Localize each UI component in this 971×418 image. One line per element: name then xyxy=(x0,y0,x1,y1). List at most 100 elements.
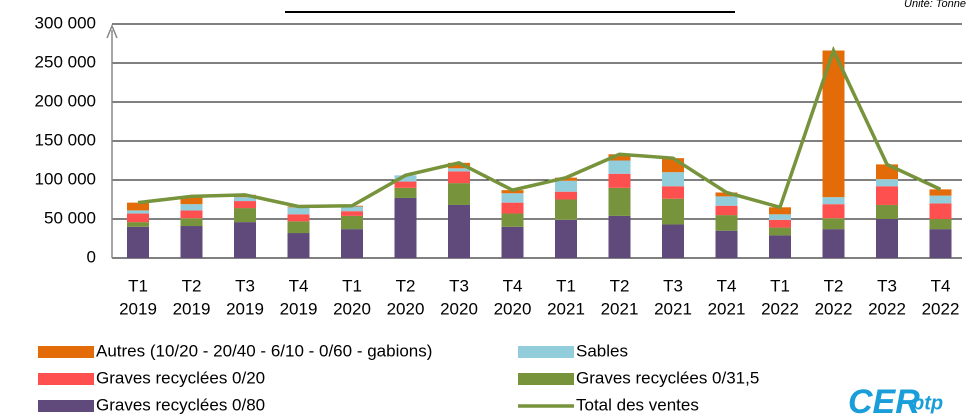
x-tick-label: 2019 xyxy=(119,299,157,318)
bar-segment xyxy=(822,50,845,198)
bar-segment xyxy=(341,211,363,216)
x-tick-label: 2021 xyxy=(601,299,639,318)
bar-segment xyxy=(662,158,684,173)
bar-segment xyxy=(287,214,310,222)
x-tick-label: T4 xyxy=(717,276,737,295)
bar-segment xyxy=(394,197,417,258)
y-tick-label: 200 000 xyxy=(35,91,96,110)
x-tick-label: 2021 xyxy=(708,299,746,318)
bar-segment xyxy=(180,226,203,258)
bar-segment xyxy=(662,186,684,199)
bar-segment xyxy=(180,204,203,211)
legend-label: Graves recyclées 0/80 xyxy=(96,395,265,414)
bar-segment xyxy=(608,160,631,174)
legend-label: Total des ventes xyxy=(576,395,699,414)
bar-segment xyxy=(662,224,684,258)
legend-label: Sables xyxy=(576,341,628,360)
bar-segment xyxy=(769,227,791,236)
y-tick-label: 300 000 xyxy=(35,13,96,32)
bar-segment xyxy=(394,175,417,182)
x-tick-label: 2022 xyxy=(922,299,960,318)
bar-segment xyxy=(929,229,952,258)
x-tick-label: 2021 xyxy=(547,299,585,318)
bar-segment xyxy=(501,213,524,227)
bar-segment xyxy=(234,197,256,202)
bar-segment xyxy=(608,215,631,258)
x-tick-label: 2020 xyxy=(494,299,532,318)
bar-segment xyxy=(127,226,149,258)
legend-swatch xyxy=(518,346,574,358)
legend-swatch xyxy=(38,373,94,385)
bar-segment xyxy=(555,191,577,200)
x-tick-label: 2022 xyxy=(815,299,853,318)
bar-segment xyxy=(287,233,310,258)
logo: CER xyxy=(848,383,920,418)
y-tick-label: 250 000 xyxy=(35,52,96,71)
y-tick-label: 0 xyxy=(87,247,96,266)
x-tick-label: T3 xyxy=(663,276,683,295)
legend-label: Autres (10/20 - 20/40 - 6/10 - 0/60 - ga… xyxy=(96,341,432,360)
bar-segment xyxy=(341,215,363,230)
bar-segment xyxy=(715,196,738,206)
bar-segment xyxy=(448,171,470,184)
bar-segment xyxy=(341,206,363,212)
bar-segment xyxy=(608,187,631,216)
y-tick-label: 150 000 xyxy=(35,130,96,149)
logo: btp xyxy=(912,392,943,414)
y-axis-arrow xyxy=(106,24,118,39)
unit-label: Unité: Tonne xyxy=(904,0,966,10)
x-tick-label: T1 xyxy=(556,276,576,295)
bar-segment xyxy=(180,210,203,219)
bar-segment xyxy=(608,154,631,161)
x-tick-label: T3 xyxy=(235,276,255,295)
bar-segment xyxy=(180,218,203,227)
bar-segment xyxy=(769,219,791,228)
bar-segment xyxy=(555,180,577,192)
bar-segment xyxy=(929,195,952,204)
legend-swatch xyxy=(518,373,574,385)
bar-segment xyxy=(662,198,684,225)
bar-segment xyxy=(555,219,577,258)
legend-swatch xyxy=(38,400,94,412)
x-tick-label: 2022 xyxy=(761,299,799,318)
x-tick-label: T1 xyxy=(770,276,790,295)
bar-segment xyxy=(234,201,256,209)
legend-label: Graves recyclées 0/20 xyxy=(96,368,265,387)
bar-segment xyxy=(127,210,149,214)
bar-segment xyxy=(501,202,524,214)
bar-segment xyxy=(608,173,631,188)
x-tick-label: 2020 xyxy=(440,299,478,318)
x-tick-label: 2021 xyxy=(654,299,692,318)
x-tick-label: T2 xyxy=(182,276,202,295)
x-tick-label: T3 xyxy=(877,276,897,295)
x-tick-label: T2 xyxy=(610,276,630,295)
bar-segment xyxy=(127,202,149,211)
bar-segment xyxy=(822,229,845,258)
x-tick-label: 2019 xyxy=(226,299,264,318)
bar-segment xyxy=(876,204,898,219)
bar-segment xyxy=(448,183,470,205)
bar-segment xyxy=(501,226,524,258)
bar-segment xyxy=(127,222,149,227)
x-tick-label: T1 xyxy=(342,276,362,295)
bar-segment xyxy=(876,179,898,187)
bar-segment xyxy=(234,208,256,223)
x-tick-label: 2020 xyxy=(333,299,371,318)
bar-segment xyxy=(822,204,845,219)
x-tick-label: T2 xyxy=(396,276,416,295)
legend-swatch xyxy=(38,346,94,358)
bar-segment xyxy=(715,215,738,231)
x-tick-label: T1 xyxy=(128,276,148,295)
y-tick-label: 100 000 xyxy=(35,169,96,188)
bar-segment xyxy=(287,221,310,234)
total-line xyxy=(137,45,942,210)
bar-segment xyxy=(394,181,417,188)
x-tick-label: T2 xyxy=(824,276,844,295)
bar-segment xyxy=(394,187,417,198)
bar-segment xyxy=(822,218,845,230)
x-tick-label: 2019 xyxy=(173,299,211,318)
bar-segment xyxy=(501,193,524,203)
x-tick-label: T4 xyxy=(289,276,309,295)
bar-segment xyxy=(127,213,149,223)
